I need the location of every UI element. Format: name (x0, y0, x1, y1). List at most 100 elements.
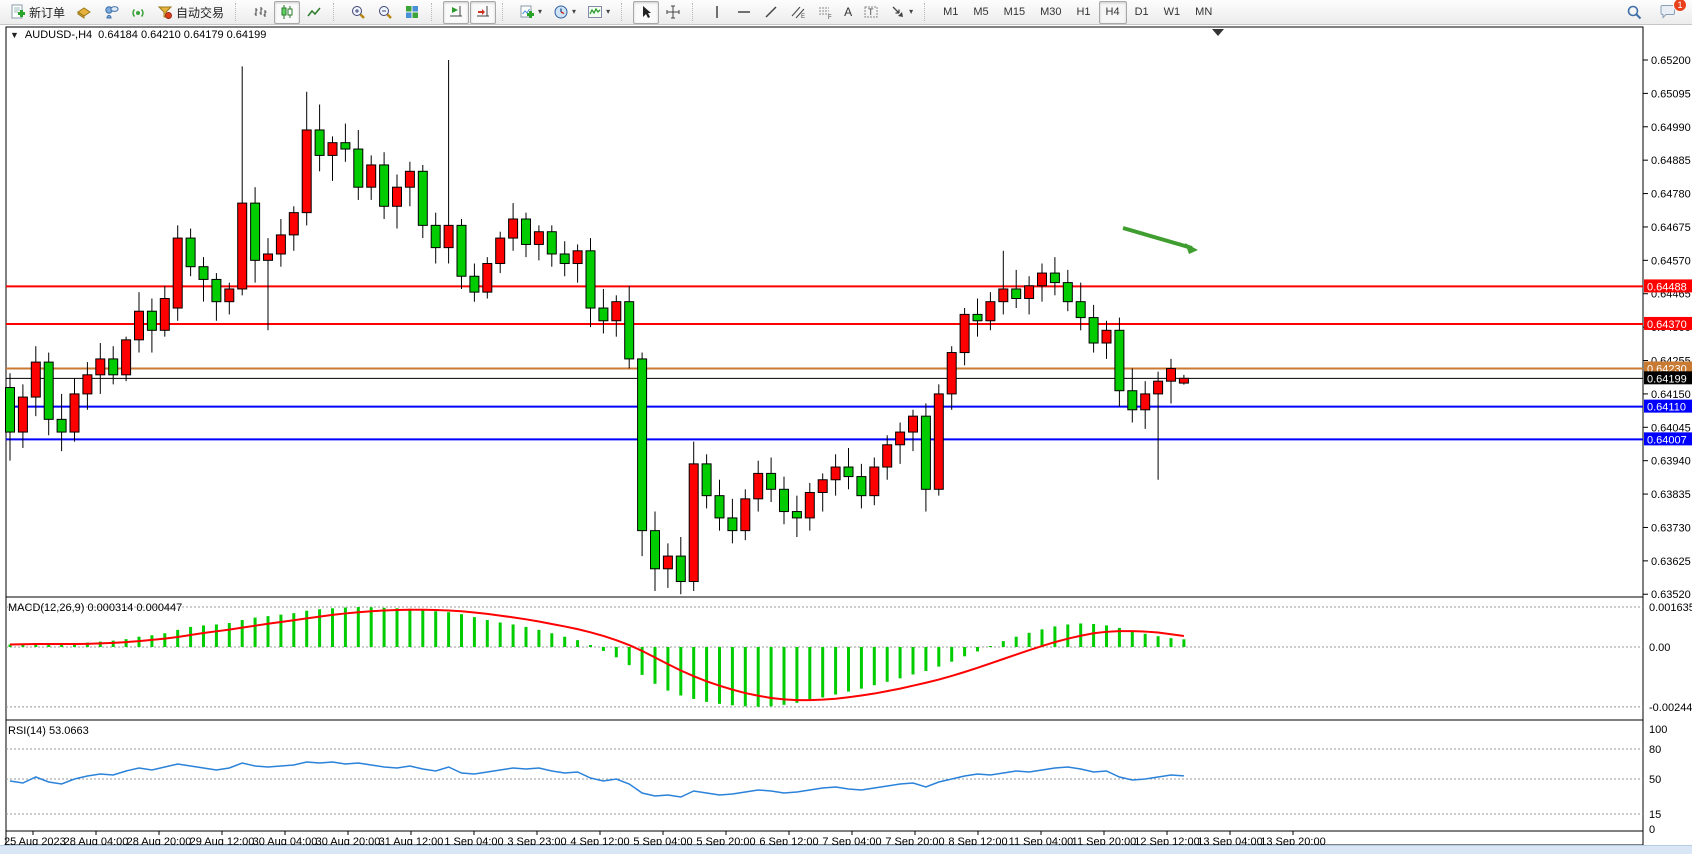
chart-shift-icon (477, 6, 490, 17)
vertical-line-tool[interactable] (704, 1, 730, 24)
svg-text:0.63730: 0.63730 (1651, 522, 1691, 534)
zoom-out-icon (379, 6, 392, 19)
price-chart-canvas[interactable]: 0.65200 0.65095 0.64990 0.64885 0.64780 0.646… (0, 25, 1692, 846)
annotation-arrow-line[interactable] (1122, 226, 1193, 250)
text-label-tool[interactable]: T (858, 1, 884, 24)
text-tool[interactable]: A (839, 1, 857, 24)
signals-button[interactable] (125, 1, 151, 24)
svg-text:E: E (801, 14, 805, 20)
new-order-label: 新订单 (29, 5, 66, 20)
svg-text:0.63940: 0.63940 (1651, 456, 1691, 468)
toolbar-separator (692, 3, 698, 21)
svg-text:5 Sep 04:00: 5 Sep 04:00 (633, 836, 692, 846)
timeframe-M15[interactable]: M15 (1003, 6, 1026, 18)
chat-button[interactable]: 1 (1654, 0, 1687, 24)
svg-text:3 Sep 23:00: 3 Sep 23:00 (507, 836, 566, 846)
crosshair-tool-button[interactable] (660, 1, 686, 24)
toolbar-separator (502, 3, 508, 21)
candlestick-chart-button[interactable] (274, 0, 301, 24)
svg-text:7 Sep 04:00: 7 Sep 04:00 (822, 836, 881, 846)
symbol-timeframe-label: AUDUSD-,H4 (24, 29, 93, 41)
svg-text:12 Sep 12:00: 12 Sep 12:00 (1134, 836, 1199, 846)
svg-text:50: 50 (1649, 774, 1661, 786)
svg-text:0.65200: 0.65200 (1651, 55, 1691, 67)
svg-text:8 Sep 12:00: 8 Sep 12:00 (948, 836, 1007, 846)
svg-text:30 Aug 20:00: 30 Aug 20:00 (316, 836, 381, 846)
chart-shift-button[interactable] (470, 0, 497, 24)
horizontal-line-tool[interactable] (731, 1, 757, 24)
timeframe-group: M1 M5 M15 M30 H1 H4 D1 W1 MN (933, 0, 1222, 24)
svg-text:11 Sep 04:00: 11 Sep 04:00 (1009, 836, 1074, 846)
trendline-tool[interactable] (758, 1, 784, 24)
svg-text:0.64150: 0.64150 (1651, 389, 1691, 401)
zoom-in-button[interactable] (345, 1, 371, 24)
gold-box-button[interactable] (71, 1, 97, 24)
timeframe-H4[interactable]: H4 (1098, 0, 1127, 24)
timeframe-M1[interactable]: M1 (943, 6, 959, 18)
hosting-button[interactable] (98, 1, 124, 24)
svg-text:0.00: 0.00 (1649, 642, 1670, 654)
svg-text:28 Aug 20:00: 28 Aug 20:00 (127, 836, 192, 846)
annotation-arrow-head[interactable] (1185, 243, 1198, 254)
svg-text:0.64488: 0.64488 (1647, 281, 1687, 293)
svg-text:0.63520: 0.63520 (1651, 589, 1691, 601)
equidistant-channel-icon: E (791, 6, 805, 20)
svg-text:11 Sep 20:00: 11 Sep 20:00 (1072, 836, 1137, 846)
price-axis[interactable]: 0.65200 0.65095 0.64990 0.64885 0.64780 0.646… (1643, 55, 1691, 601)
fibonacci-icon: F (819, 7, 832, 20)
svg-text:0.64007: 0.64007 (1647, 434, 1687, 446)
chart-shift-marker[interactable] (1212, 29, 1224, 36)
svg-text:0.64045: 0.64045 (1651, 422, 1691, 434)
svg-text:30 Aug 04:00: 30 Aug 04:00 (253, 836, 318, 846)
line-chart-button[interactable] (301, 1, 327, 24)
svg-text:0.64990: 0.64990 (1651, 122, 1691, 134)
candlestick-chart-icon (281, 5, 293, 19)
chart-list-toggle-icon[interactable]: ▼ (10, 30, 19, 40)
arrows-tool-dropdown[interactable]: ▾ (885, 1, 918, 24)
svg-text:25 Aug 2023: 25 Aug 2023 (4, 836, 66, 846)
fibonacci-tool[interactable]: F (812, 1, 838, 24)
arrows-tool-icon (892, 6, 904, 17)
status-strip (0, 845, 1692, 854)
zoom-out-button[interactable] (372, 1, 398, 24)
svg-text:80: 80 (1649, 744, 1661, 756)
chat-badge: 1 (1673, 0, 1687, 12)
profiles-dropdown[interactable]: ▾ (548, 1, 581, 24)
auto-scroll-button[interactable] (443, 0, 470, 24)
search-button[interactable] (1621, 1, 1648, 24)
bar-chart-button[interactable] (247, 1, 273, 24)
equidistant-channel-tool[interactable]: E (785, 1, 811, 24)
cursor-tool-button[interactable] (633, 0, 660, 24)
tile-windows-button[interactable] (399, 1, 425, 24)
timeframe-MN[interactable]: MN (1195, 6, 1213, 18)
profiles-clock-icon (554, 5, 568, 19)
svg-text:0.64885: 0.64885 (1651, 155, 1691, 167)
svg-text:29 Aug 12:00: 29 Aug 12:00 (190, 836, 255, 846)
svg-text:15: 15 (1649, 809, 1661, 821)
auto-scroll-icon (450, 6, 463, 17)
timeframe-M30[interactable]: M30 (1040, 6, 1062, 18)
vertical-line-icon (716, 6, 718, 18)
zoom-in-icon (352, 6, 365, 19)
trendline-icon (765, 6, 777, 18)
new-order-icon (11, 4, 25, 19)
tile-windows-icon (406, 6, 419, 18)
ohlc-values: 0.64184 0.64210 0.64179 0.64199 (98, 29, 267, 41)
timeframe-M5[interactable]: M5 (973, 6, 989, 18)
chevron-down-icon: ▾ (909, 7, 914, 16)
new-order-button[interactable]: 新订单 (5, 1, 70, 24)
indicators-dropdown[interactable]: ▾ (582, 1, 615, 24)
autotrading-label: 自动交易 (176, 5, 225, 20)
macd-signal-line (9, 608, 1185, 702)
timeframe-H1[interactable]: H1 (1076, 6, 1091, 18)
timeframe-W1[interactable]: W1 (1163, 6, 1181, 18)
new-chart-dropdown[interactable]: ▾ (514, 1, 547, 24)
cursor-icon (643, 6, 652, 18)
autotrading-button[interactable]: 自动交易 (152, 1, 229, 24)
price-tag-0.64007: 0.64007 (1644, 432, 1692, 446)
plot-area[interactable] (5, 26, 1644, 846)
timeframe-D1[interactable]: D1 (1134, 6, 1149, 18)
svg-text:F: F (828, 15, 832, 20)
svg-text:0.63625: 0.63625 (1651, 556, 1691, 568)
